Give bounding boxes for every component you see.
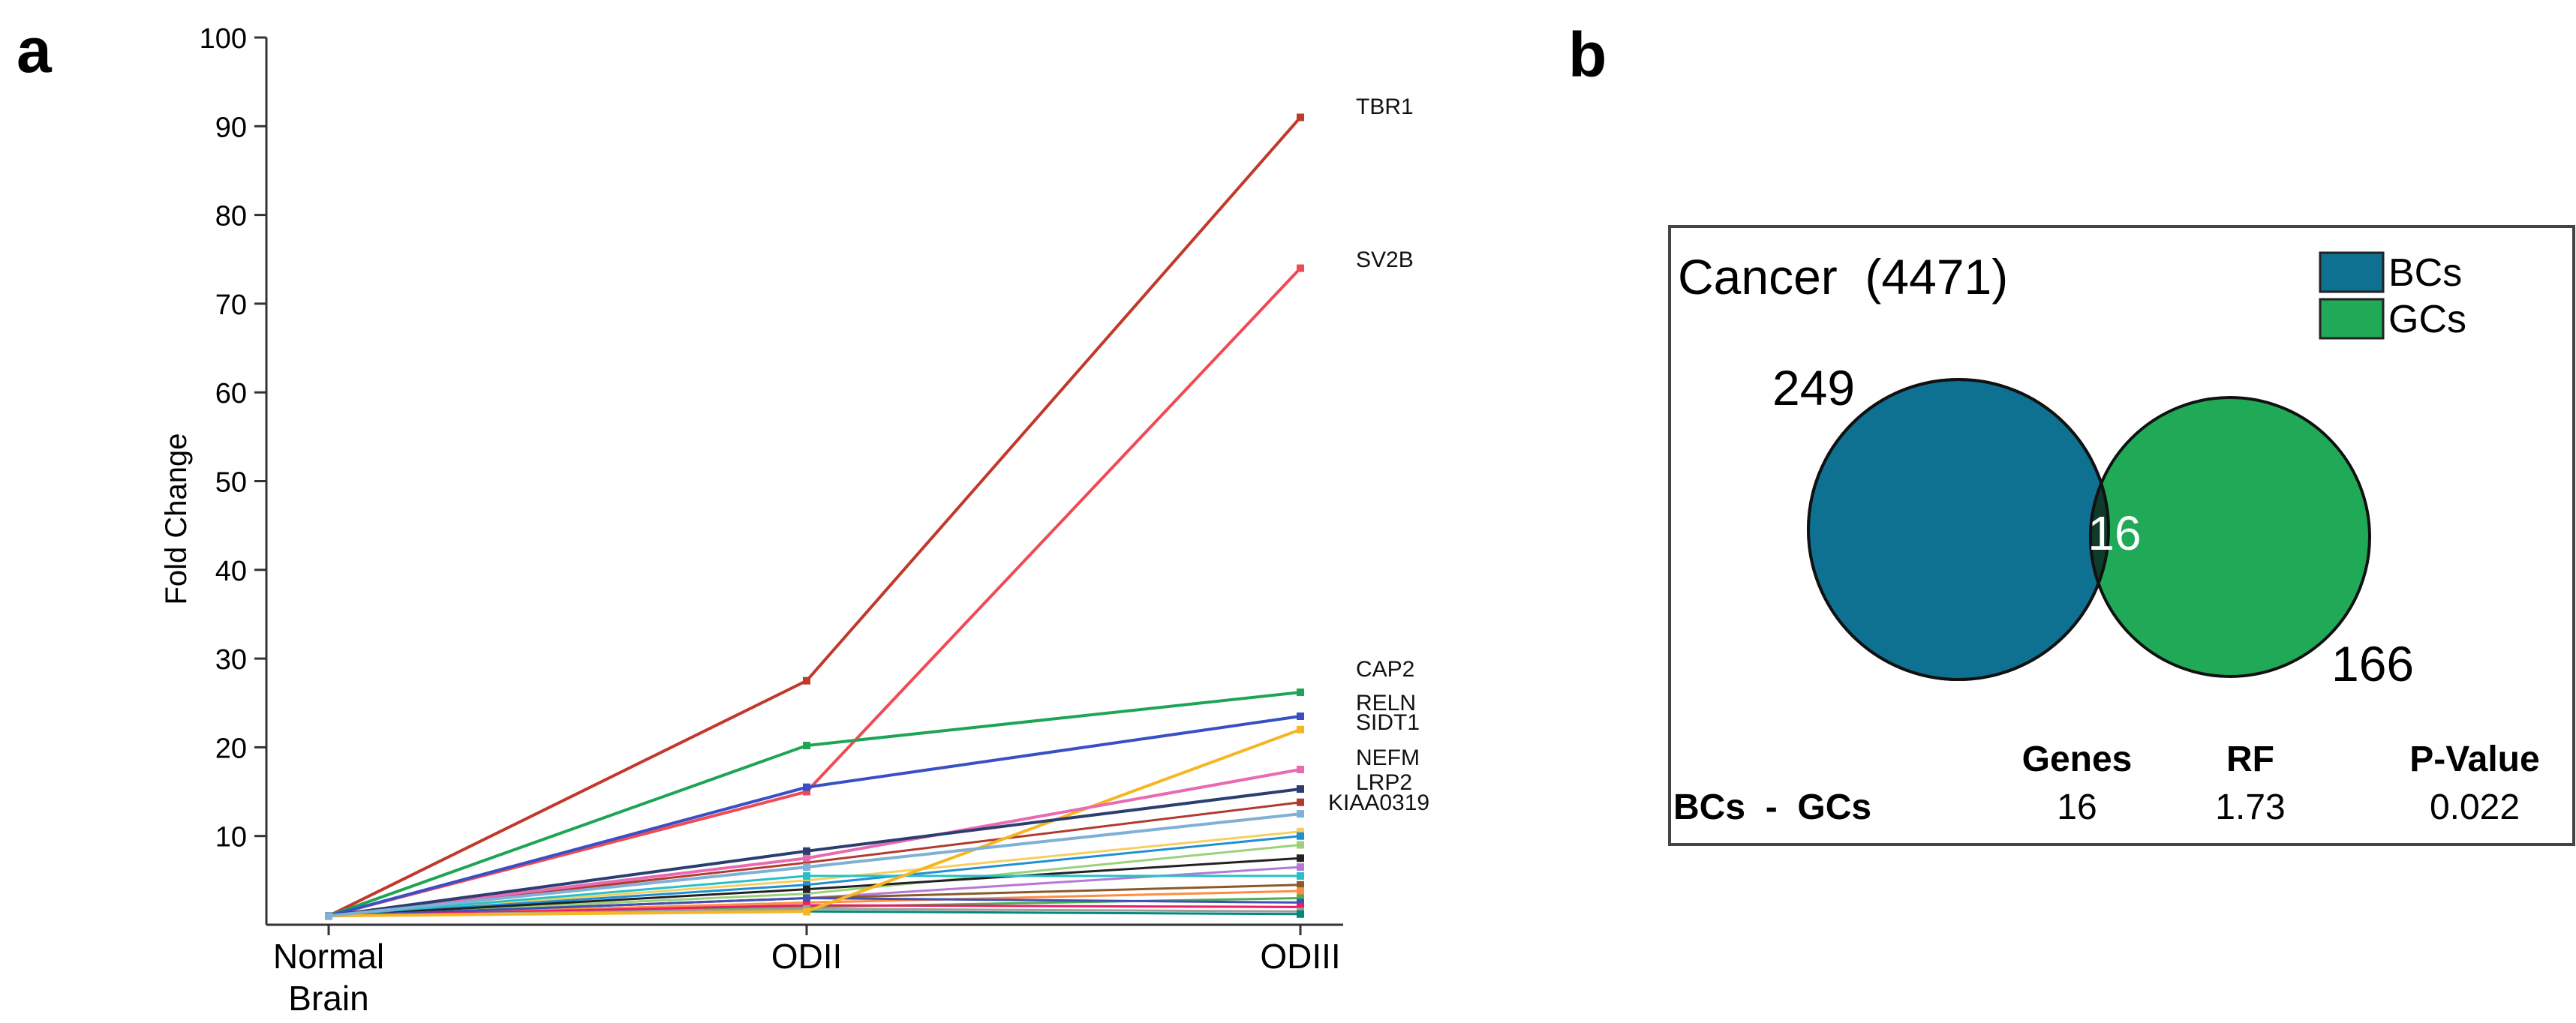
data-point [1297, 880, 1304, 889]
data-point [1297, 264, 1304, 272]
venn-circle-bcs-outline [1807, 378, 2110, 681]
data-point [1297, 841, 1304, 849]
y-tick-label: 60 [215, 378, 247, 410]
series-label-tbr1: TBR1 [1356, 94, 1414, 119]
panel-a-label: a [17, 15, 53, 86]
data-point [1297, 688, 1304, 697]
legend-label-bcs: BCs [2388, 251, 2462, 295]
series-line [328, 715, 1301, 918]
venn-circle-bcs [1807, 378, 2110, 681]
y-tick-label: 30 [215, 644, 247, 676]
venn-count-gcs: 166 [2331, 636, 2414, 692]
series-line [328, 267, 1302, 918]
stats-row-label: BCs - GCs [1673, 788, 1871, 827]
y-tick-label: 40 [215, 556, 247, 587]
data-point [1297, 798, 1304, 806]
data-point [1297, 785, 1304, 794]
stats-value-pvalue: 0.022 [2430, 788, 2520, 827]
series-label-sidt1: SIDT1 [1356, 710, 1420, 735]
stats-value-rf: 1.73 [2215, 788, 2285, 827]
data-point [1297, 910, 1304, 918]
y-tick-label: 100 [200, 23, 247, 55]
series-line [328, 691, 1301, 918]
data-point [803, 876, 810, 884]
y-tick-label: 80 [215, 201, 247, 232]
x-tick-label: ODII [771, 937, 843, 976]
stats-header-rf: RF [2226, 740, 2274, 779]
data-point [1297, 872, 1304, 880]
data-point [1297, 903, 1304, 911]
venn-count-bcs: 249 [1772, 360, 1855, 416]
data-point [1297, 894, 1304, 902]
data-point [803, 863, 810, 872]
data-point [803, 872, 810, 880]
data-point [803, 890, 810, 898]
venn-panel: Cancer (4471) BCs GCs 249 166 16 Genes R… [1668, 225, 2575, 846]
data-point [803, 742, 810, 750]
series-label-nefm: NEFM [1356, 746, 1420, 770]
x-tick-label: Normal [273, 937, 384, 976]
series-label-cap2: CAP2 [1356, 657, 1414, 682]
legend-swatch-gcs [2319, 298, 2385, 340]
series-sv2b [325, 264, 1304, 920]
series-sidt1 [325, 725, 1304, 920]
data-point [325, 912, 332, 920]
data-point [1297, 113, 1304, 122]
series-label-lrp2: LRP2 [1356, 770, 1412, 795]
y-axis-title: Fold Change [160, 433, 193, 604]
data-point [1297, 887, 1304, 896]
venn-title: Cancer (4471) [1678, 249, 2008, 304]
data-point [1297, 810, 1304, 818]
data-point [803, 783, 810, 791]
series-label-reln: RELN [1356, 691, 1416, 716]
data-point [1297, 712, 1304, 720]
data-point [1297, 898, 1304, 907]
series-tbr1 [325, 113, 1304, 920]
data-point [803, 885, 810, 893]
data-point [803, 676, 810, 685]
data-point [803, 859, 810, 867]
data-point [1297, 854, 1304, 862]
legend-label-gcs: GCs [2388, 298, 2466, 341]
data-point [1297, 832, 1304, 840]
y-tick-label: 20 [215, 733, 247, 764]
stats-header-genes: Genes [2022, 740, 2133, 779]
stats-header-pvalue: P-Value [2409, 740, 2539, 779]
data-point [803, 788, 810, 796]
series-label-kiaa0319: KIAA0319 [1328, 790, 1429, 815]
data-point [1297, 827, 1304, 836]
data-point [803, 908, 810, 916]
data-point [1297, 765, 1304, 773]
legend-swatch-bcs [2319, 251, 2385, 293]
x-tick-label: ODIII [1260, 937, 1340, 976]
data-point [803, 894, 810, 902]
venn-count-intersection: 16 [2088, 506, 2141, 560]
y-tick-label: 50 [215, 467, 247, 499]
y-tick-label: 90 [215, 112, 247, 143]
stats-value-genes: 16 [2057, 788, 2097, 827]
y-tick-label: 70 [215, 290, 247, 321]
venn-intersection [2089, 396, 2109, 678]
panel-b-label: b [1568, 20, 1607, 90]
data-point [1297, 863, 1304, 872]
data-point [1297, 725, 1304, 734]
y-tick-label: 10 [215, 822, 247, 854]
series-kiaa0319 [325, 810, 1304, 920]
data-point [803, 880, 810, 889]
series-label-sv2b: SV2B [1356, 248, 1414, 272]
data-point [803, 854, 810, 862]
x-tick-label: Brain [288, 979, 368, 1018]
data-point [803, 847, 810, 855]
